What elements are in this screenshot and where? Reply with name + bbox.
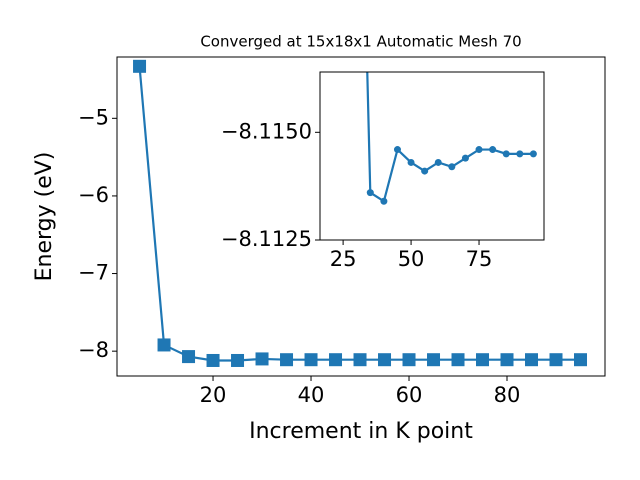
marker <box>489 146 497 154</box>
marker <box>500 353 514 367</box>
marker <box>461 154 469 162</box>
marker <box>280 353 294 367</box>
marker <box>380 197 388 205</box>
chart-title: Converged at 15x18x1 Automatic Mesh 70 <box>200 33 521 51</box>
marker <box>353 353 367 367</box>
x-tick-label: 20 <box>200 383 227 407</box>
marker <box>516 150 524 158</box>
marker <box>329 353 343 367</box>
x-tick-label: 80 <box>494 383 521 407</box>
marker <box>366 189 374 197</box>
marker <box>407 158 415 166</box>
marker <box>231 353 245 367</box>
marker <box>427 353 441 367</box>
x-axis-label: Increment in K point <box>249 419 473 444</box>
marker <box>476 353 490 367</box>
marker <box>434 158 442 166</box>
plot-layer <box>366 72 537 205</box>
marker <box>448 163 456 171</box>
marker <box>393 146 401 154</box>
marker <box>402 353 416 367</box>
axes-frame <box>116 56 606 377</box>
marker <box>421 167 429 175</box>
y-axis-label: Energy (eV) <box>32 152 57 282</box>
axes-frame <box>319 71 545 241</box>
marker <box>529 150 537 158</box>
plot-layer <box>133 59 588 367</box>
marker <box>304 353 318 367</box>
marker <box>378 353 392 367</box>
marker <box>574 353 588 367</box>
y-tick-label: −7 <box>78 261 109 285</box>
marker <box>549 353 563 367</box>
marker <box>206 353 220 367</box>
y-tick-label: −5 <box>78 105 109 129</box>
plot-area <box>320 72 544 240</box>
marker <box>157 338 171 352</box>
marker <box>182 350 196 364</box>
marker <box>255 352 269 366</box>
y-tick-label: −8 <box>78 338 109 362</box>
x-tick-label: 60 <box>396 383 423 407</box>
x-tick-label: 50 <box>398 247 425 271</box>
x-tick-label: 75 <box>466 247 493 271</box>
marker <box>451 353 465 367</box>
x-tick-label: 25 <box>330 247 357 271</box>
marker <box>525 353 539 367</box>
x-tick-label: 40 <box>298 383 325 407</box>
y-tick-label: −8.1150 <box>221 119 312 143</box>
y-tick-label: −6 <box>78 183 109 207</box>
marker <box>475 146 483 154</box>
y-tick-label: −8.1125 <box>221 227 312 251</box>
marker <box>502 150 510 158</box>
marker <box>133 59 147 73</box>
